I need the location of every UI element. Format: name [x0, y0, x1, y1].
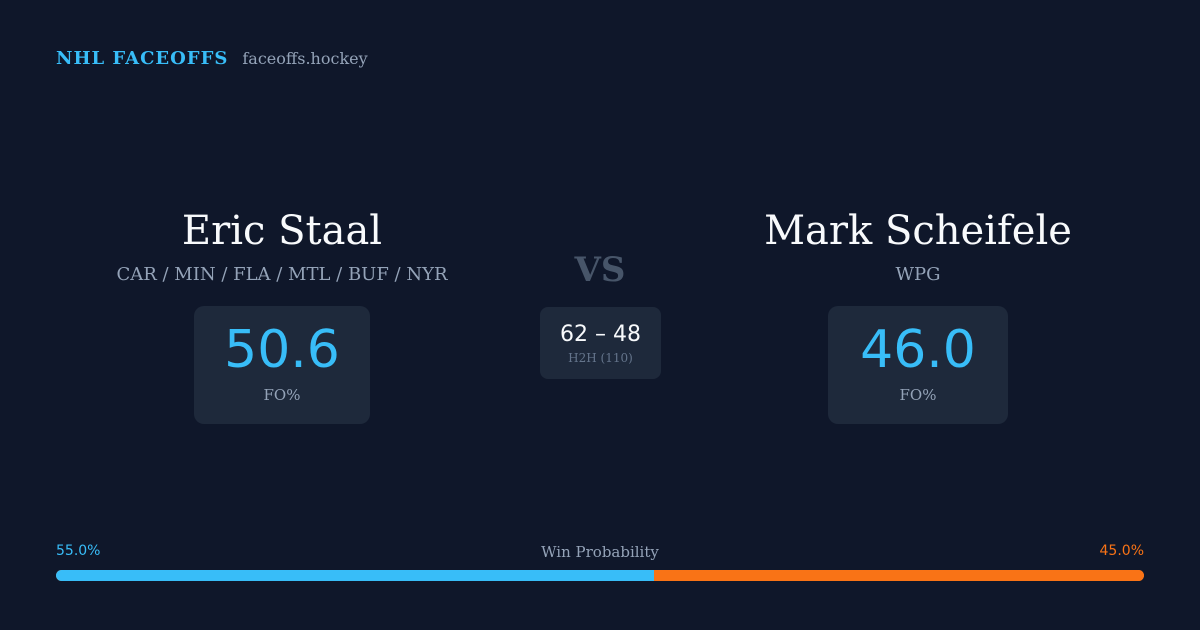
player-left-stat-card: 50.6 FO% — [194, 306, 370, 424]
win-probability-right-fill — [654, 570, 1144, 581]
player-right-fo-label: FO% — [899, 386, 937, 404]
player-left-fo-label: FO% — [263, 386, 301, 404]
win-probability-right-value: 45.0% — [1099, 543, 1144, 559]
win-probability-left-fill — [56, 570, 655, 581]
player-left-fo-value: 50.6 — [224, 320, 340, 380]
brand-url: faceoffs.hockey — [242, 49, 368, 68]
player-right: Mark Scheifele WPG 46.0 FO% — [718, 205, 1118, 424]
player-right-stat-card: 46.0 FO% — [828, 306, 1008, 424]
brand-header: NHL FACEOFFS faceoffs.hockey — [56, 48, 368, 69]
player-left: Eric Staal CAR / MIN / FLA / MTL / BUF /… — [82, 205, 482, 424]
player-right-fo-value: 46.0 — [860, 320, 976, 380]
vs-label: VS — [574, 250, 626, 290]
player-left-name: Eric Staal — [181, 208, 383, 254]
head-to-head-card: 62 – 48 H2H (110) — [540, 307, 661, 379]
win-probability-title: Win Probability — [541, 543, 659, 561]
win-probability-bar — [56, 570, 1144, 581]
win-probability-left-value: 55.0% — [56, 543, 101, 559]
head-to-head-score: 62 – 48 — [560, 322, 641, 347]
player-left-teams: CAR / MIN / FLA / MTL / BUF / NYR — [116, 264, 448, 285]
win-probability-labels: 55.0% Win Probability 45.0% — [56, 543, 1144, 563]
head-to-head-label: H2H (110) — [568, 351, 633, 365]
player-right-name: Mark Scheifele — [764, 208, 1072, 254]
player-right-teams: WPG — [895, 264, 941, 285]
brand-name: NHL FACEOFFS — [56, 48, 229, 69]
